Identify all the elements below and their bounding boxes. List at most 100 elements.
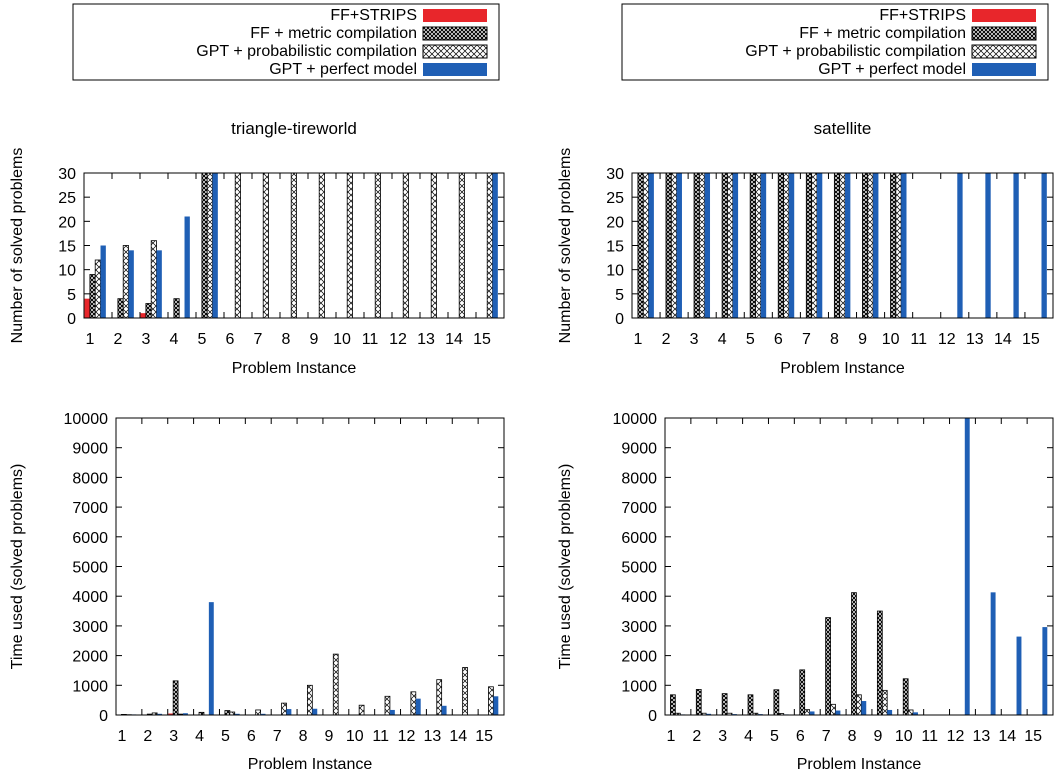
bar-gpt-perfect [816,173,823,318]
bar-gpt-probabilistic [436,679,443,716]
x-tick-label: 11 [921,728,938,745]
bar-gpt-perfect [100,245,106,318]
bar-ff-metric [721,172,728,319]
bar-ff-metric [670,694,676,716]
x-tick-label: 14 [445,331,463,348]
y-tick-label: 3000 [72,619,108,636]
bar-ff-metric [862,172,869,319]
bar-gpt-perfect [441,705,447,715]
y-tick-label: 3000 [621,619,657,636]
chart-title: triangle-tireworld [231,119,357,138]
bar-gpt-probabilistic [907,709,914,716]
bar-gpt-perfect [389,709,395,715]
x-tick-label: 15 [1022,331,1040,348]
bar-gpt-probabilistic [727,172,734,319]
bar-gpt-probabilistic [206,172,213,319]
x-tick-label: 9 [873,728,882,745]
bar-gpt-perfect [648,173,654,318]
legend-label: FF + metric compilation [250,25,417,42]
bar-ff-metric [695,689,702,716]
bar-gpt-probabilistic [318,172,325,319]
legend-swatch [423,9,487,22]
x-tick-label: 7 [822,728,831,745]
x-tick-label: 14 [994,331,1012,348]
bar-gpt-probabilistic [755,172,762,319]
bar-gpt-perfect [788,173,795,318]
y-tick-label: 25 [58,190,76,207]
bar-gpt-perfect [706,713,712,715]
bar-gpt-perfect [809,711,815,715]
y-tick-label: 5000 [72,560,108,577]
panel-satellite-time: 0 1000 2000 3000 4000 5000 6000 7000 8000 9000 100… [557,411,1054,773]
bar-gpt-probabilistic [358,704,365,716]
x-tick-label: 13 [973,728,991,745]
x-tick-label: 11 [362,331,379,348]
bar-gpt-probabilistic [281,702,287,716]
x-tick-label: 2 [692,728,701,745]
bar-gpt-perfect [676,173,682,318]
x-tick-label: 9 [858,331,867,348]
x-tick-label: 14 [449,728,467,745]
x-tick-label: 10 [882,331,900,348]
bar-gpt-probabilistic [332,653,339,716]
bar-gpt-probabilistic [234,172,241,319]
legend-swatch [423,63,487,76]
bar-gpt-perfect [732,173,739,318]
bar-gpt-perfect [913,712,918,715]
y-tick-label: 15 [606,239,624,256]
bar-ff-metric [173,298,180,319]
bar-gpt-probabilistic [895,172,902,319]
bar-gpt-perfect [156,250,162,318]
bar-gpt-probabilistic [867,172,874,319]
bar-ff-metric [773,689,780,716]
legend-label: GPT + probabilistic compilation [745,43,966,60]
y-tick-label: 0 [648,708,657,725]
x-tick-label: 4 [718,331,727,348]
bar-gpt-perfect [985,173,991,318]
x-tick-label: 12 [389,331,407,348]
y-tick-label: 30 [606,166,624,183]
bar-gpt-probabilistic [262,172,269,319]
bar-gpt-probabilistic [670,172,678,319]
x-tick-label: 9 [310,331,319,348]
x-tick-label: 9 [324,728,333,745]
bar-gpt-probabilistic [410,691,417,716]
x-tick-label: 3 [690,331,699,348]
x-tick-label: 1 [86,331,95,348]
bar-ff-metric [876,610,883,716]
legend-swatch [972,9,1036,22]
x-tick-label: 8 [282,331,291,348]
y-axis-label: Number of solved problems [557,148,574,344]
bar-ff-metric [89,274,96,319]
bar-gpt-probabilistic [856,694,862,716]
y-tick-label: 0 [99,708,108,725]
bar-gpt-perfect [990,592,996,715]
bar-ff-metric [825,617,831,716]
bar-gpt-probabilistic [307,684,313,716]
y-tick-label: 10 [606,263,624,280]
bar-gpt-perfect [260,713,266,715]
y-tick-label: 4000 [72,589,108,606]
bar-gpt-perfect [234,713,240,715]
bar-gpt-probabilistic [346,172,353,319]
x-tick-label: 12 [947,728,965,745]
bar-ff-strips [84,298,90,318]
bar-gpt-probabilistic [384,695,391,716]
x-tick-label: 1 [634,331,643,348]
x-tick-label: 15 [475,728,493,745]
y-axis-label: Time used (solved problems) [557,464,574,670]
y-tick-label: 5 [67,287,76,304]
bar-gpt-probabilistic [839,172,846,319]
y-tick-label: 7000 [72,500,108,517]
x-tick-label: 4 [195,728,204,745]
legend-swatch [422,44,488,59]
bar-ff-metric [224,710,231,716]
x-tick-label: 4 [170,331,179,348]
bar-gpt-probabilistic [402,172,409,319]
bar-gpt-perfect [957,173,963,318]
bar-gpt-perfect [1016,636,1022,715]
